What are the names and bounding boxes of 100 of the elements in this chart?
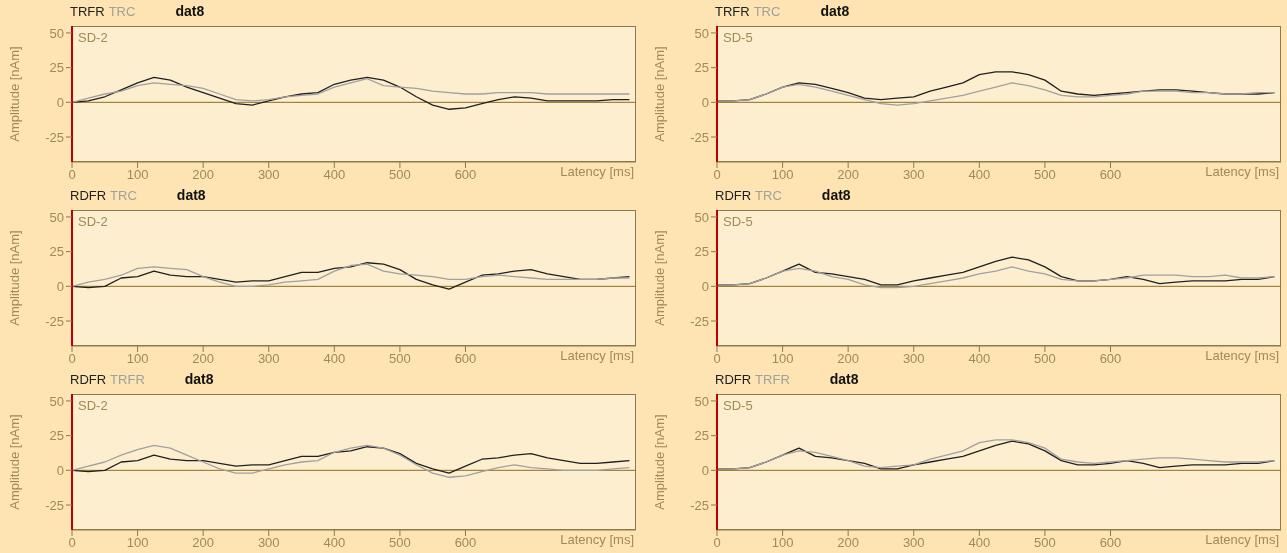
chart-title: dat8	[176, 187, 206, 203]
chart-title: dat8	[820, 3, 850, 19]
x-tick-label: 400	[968, 167, 991, 183]
x-tick-label: 500	[389, 351, 411, 367]
x-tick-label: 300	[257, 535, 280, 551]
y-tick-label: 50	[694, 25, 709, 41]
x-tick-label: 100	[771, 167, 794, 183]
x-tick-label: 300	[257, 351, 280, 367]
x-tick-label: 100	[126, 167, 149, 183]
line-series	[72, 78, 631, 103]
line-series	[717, 266, 1276, 289]
x-tick-label: 600	[1099, 535, 1122, 551]
y-axis-title: Amplitude [nAm]	[651, 230, 667, 326]
x-tick-label: 200	[837, 535, 860, 551]
x-tick-label: 600	[1099, 351, 1122, 367]
x-tick-label: 0	[713, 351, 721, 367]
x-axis-title: Latency [ms]	[1205, 532, 1279, 547]
text: TRC	[753, 4, 781, 19]
x-tick-label: 200	[192, 167, 215, 183]
y-axis-title: Amplitude [nAm]	[651, 46, 667, 142]
y-axis-title: Amplitude [nAm]	[6, 46, 22, 142]
line-series	[717, 82, 1276, 106]
y-tick-label: 50	[49, 25, 64, 41]
y-tick-label: -25	[45, 497, 64, 513]
annotation: SD-2	[78, 214, 108, 229]
x-tick-label: 100	[126, 351, 149, 367]
text: TRFR	[755, 372, 790, 387]
x-tick-label: 0	[68, 351, 76, 367]
y-tick-label: 25	[694, 60, 709, 76]
y-tick-label: 25	[49, 428, 64, 444]
x-tick-label: 500	[1034, 167, 1056, 183]
chart-title: dat8	[829, 371, 859, 387]
x-tick-label: 500	[1034, 535, 1056, 551]
text: TRFR	[110, 372, 145, 387]
y-tick-label: 0	[56, 94, 64, 110]
y-tick-label: -25	[45, 129, 64, 145]
text: TRC	[755, 188, 782, 203]
y-tick-label: 25	[694, 244, 709, 260]
line-series	[72, 76, 631, 110]
x-tick-label: 500	[389, 167, 411, 183]
y-tick-label: 25	[49, 244, 64, 260]
x-tick-label: 600	[1099, 167, 1122, 183]
x-tick-label: 400	[323, 167, 346, 183]
annotation: SD-2	[78, 30, 108, 45]
y-tick-label: 50	[694, 393, 709, 409]
y-tick-label: 0	[56, 462, 64, 478]
y-tick-label: -25	[690, 313, 709, 329]
y-tick-label: 50	[694, 209, 709, 225]
text: RDFR	[715, 188, 752, 203]
chart-title: dat8	[175, 3, 205, 19]
y-tick-label: 25	[694, 428, 709, 444]
x-tick-label: 0	[68, 167, 76, 183]
x-axis-title: Latency [ms]	[560, 532, 634, 547]
text: RDFR	[715, 372, 752, 387]
text: RDFR	[70, 372, 107, 387]
x-tick-label: 300	[902, 167, 925, 183]
x-tick-label: 100	[126, 535, 149, 551]
text: TRC	[110, 188, 137, 203]
x-tick-label: 200	[837, 167, 860, 183]
y-tick-label: -25	[690, 129, 709, 145]
x-tick-label: 600	[454, 351, 477, 367]
annotation: SD-5	[723, 398, 753, 413]
y-axis-title: Amplitude [nAm]	[6, 414, 22, 510]
y-tick-label: 0	[56, 278, 64, 294]
text: RDFR	[70, 188, 107, 203]
text: TRFR	[715, 4, 750, 19]
x-tick-label: 300	[902, 351, 925, 367]
annotation: SD-5	[723, 30, 753, 45]
annotation: SD-2	[78, 398, 108, 413]
x-tick-label: 200	[837, 351, 860, 367]
x-tick-label: 400	[323, 535, 346, 551]
y-tick-label: 50	[49, 393, 64, 409]
y-tick-label: 0	[701, 278, 709, 294]
x-tick-label: 500	[389, 535, 411, 551]
x-axis-title: Latency [ms]	[560, 164, 634, 179]
x-tick-label: 100	[771, 351, 794, 367]
text: TRFR	[70, 4, 105, 19]
x-tick-label: 400	[968, 535, 991, 551]
x-axis-title: Latency [ms]	[1205, 348, 1279, 363]
x-tick-label: 600	[454, 167, 477, 183]
annotation: SD-5	[723, 214, 753, 229]
y-tick-label: -25	[45, 313, 64, 329]
y-tick-label: 0	[701, 462, 709, 478]
x-tick-label: 100	[771, 535, 794, 551]
x-tick-label: 0	[713, 167, 721, 183]
x-tick-label: 400	[968, 351, 991, 367]
text: TRC	[108, 4, 136, 19]
x-tick-label: 200	[192, 535, 215, 551]
chart-title: dat8	[184, 371, 214, 387]
y-axis-title: Amplitude [nAm]	[6, 230, 22, 326]
x-tick-label: 400	[323, 351, 346, 367]
x-tick-label: 0	[713, 535, 721, 551]
x-tick-label: 600	[454, 535, 477, 551]
y-tick-label: 0	[701, 94, 709, 110]
y-tick-label: 25	[49, 60, 64, 76]
x-tick-label: 0	[68, 535, 76, 551]
x-axis-title: Latency [ms]	[1205, 164, 1279, 179]
y-tick-label: -25	[690, 497, 709, 513]
x-tick-label: 500	[1034, 351, 1056, 367]
x-axis-title: Latency [ms]	[560, 348, 634, 363]
